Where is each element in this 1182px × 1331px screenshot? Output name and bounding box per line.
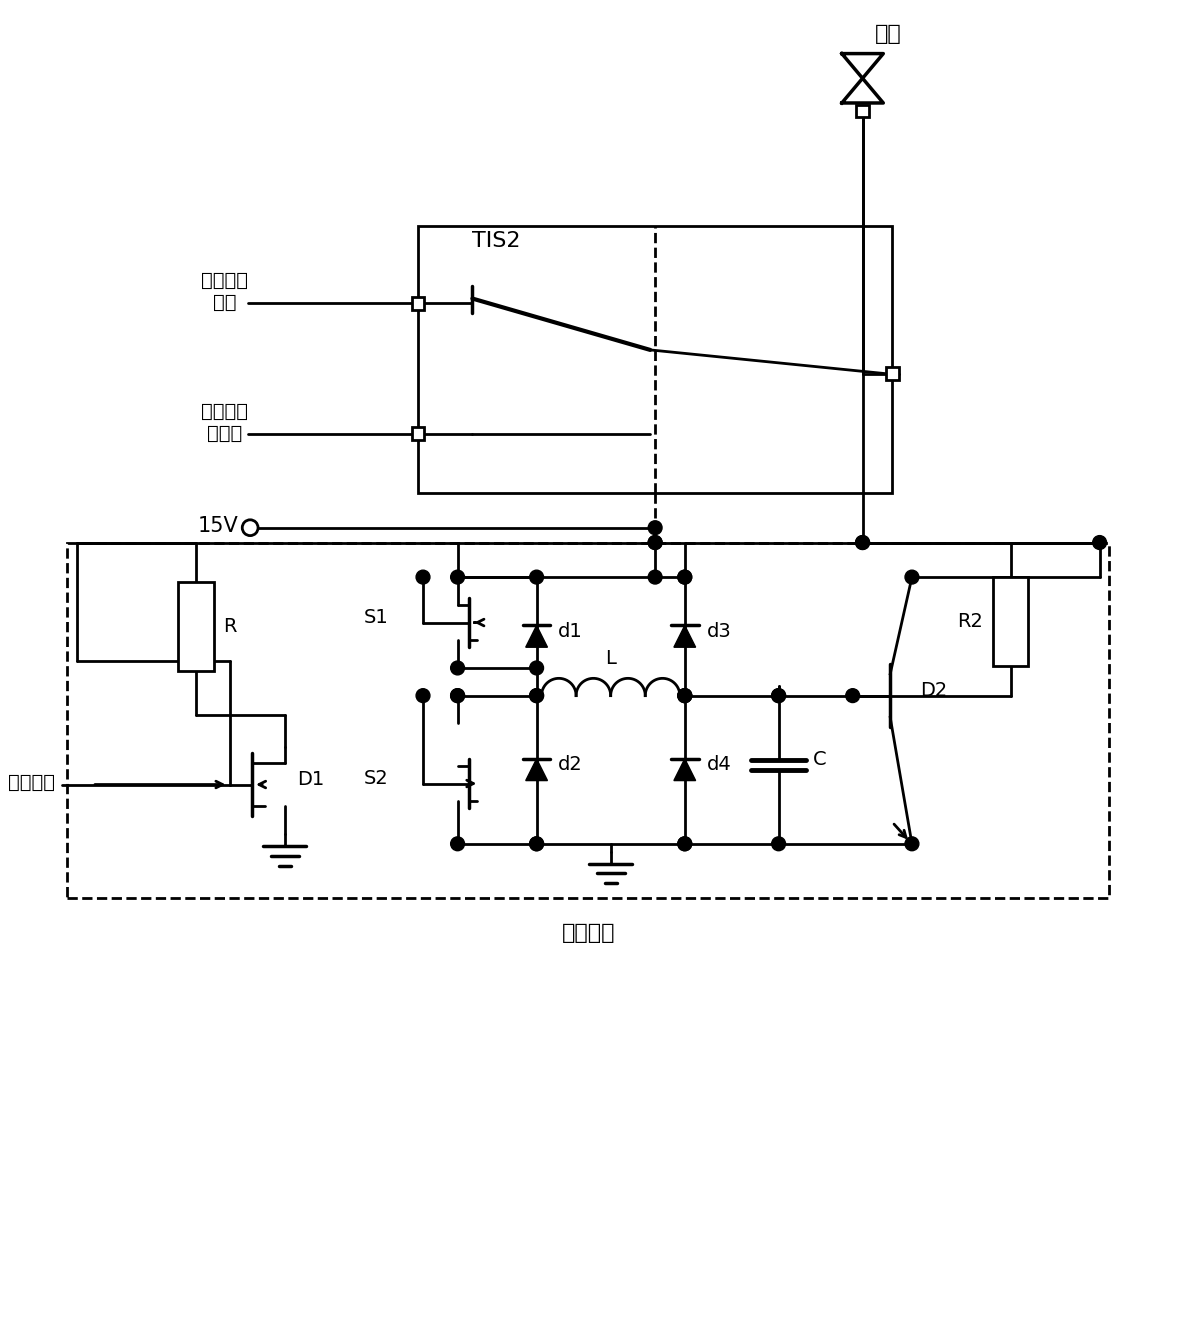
Circle shape <box>677 570 691 584</box>
Circle shape <box>530 837 544 851</box>
Bar <box>418 226 892 494</box>
Text: TIS2: TIS2 <box>473 232 521 252</box>
Text: 同步脉冲
信号: 同步脉冲 信号 <box>201 272 248 313</box>
Circle shape <box>1092 535 1106 550</box>
Circle shape <box>856 535 870 550</box>
Circle shape <box>648 520 662 535</box>
Text: 天线: 天线 <box>875 24 901 44</box>
Circle shape <box>416 688 430 703</box>
Text: d2: d2 <box>558 755 583 775</box>
Text: 15V: 15V <box>197 515 239 536</box>
Bar <box>993 578 1028 666</box>
Text: R: R <box>223 618 236 636</box>
Text: S2: S2 <box>364 769 389 788</box>
Circle shape <box>677 837 691 851</box>
Polygon shape <box>526 759 547 780</box>
Bar <box>856 105 870 117</box>
Bar <box>178 582 214 671</box>
Circle shape <box>450 662 465 675</box>
Circle shape <box>772 688 786 703</box>
Bar <box>411 297 424 310</box>
Circle shape <box>677 688 691 703</box>
Circle shape <box>856 535 870 550</box>
Bar <box>411 427 424 441</box>
Text: D2: D2 <box>920 681 947 700</box>
Circle shape <box>530 662 544 675</box>
Circle shape <box>846 688 859 703</box>
Text: S1: S1 <box>364 608 389 627</box>
Text: C: C <box>813 751 826 769</box>
Text: d3: d3 <box>707 622 732 642</box>
Circle shape <box>648 570 662 584</box>
Text: 控制及数
据信息: 控制及数 据信息 <box>201 402 248 442</box>
Circle shape <box>530 688 544 703</box>
Polygon shape <box>674 759 696 780</box>
Circle shape <box>677 837 691 851</box>
Circle shape <box>772 837 786 851</box>
Circle shape <box>648 535 662 550</box>
Circle shape <box>450 837 465 851</box>
Polygon shape <box>526 626 547 647</box>
Text: d1: d1 <box>558 622 583 642</box>
Bar <box>885 367 898 381</box>
Circle shape <box>772 688 786 703</box>
Circle shape <box>905 837 918 851</box>
Text: d4: d4 <box>707 755 732 775</box>
Circle shape <box>677 688 691 703</box>
Bar <box>67 543 1110 898</box>
Circle shape <box>648 535 662 550</box>
Circle shape <box>677 688 691 703</box>
Text: R2: R2 <box>957 612 983 631</box>
Circle shape <box>416 570 430 584</box>
Text: D1: D1 <box>298 771 325 789</box>
Circle shape <box>530 688 544 703</box>
Circle shape <box>530 570 544 584</box>
Text: L: L <box>605 650 616 668</box>
Text: 驱动电路: 驱动电路 <box>561 922 615 942</box>
Circle shape <box>450 570 465 584</box>
Circle shape <box>905 570 918 584</box>
Circle shape <box>530 837 544 851</box>
Circle shape <box>677 570 691 584</box>
Circle shape <box>450 688 465 703</box>
Text: 控制信号: 控制信号 <box>7 773 54 792</box>
Circle shape <box>450 688 465 703</box>
Polygon shape <box>674 626 696 647</box>
